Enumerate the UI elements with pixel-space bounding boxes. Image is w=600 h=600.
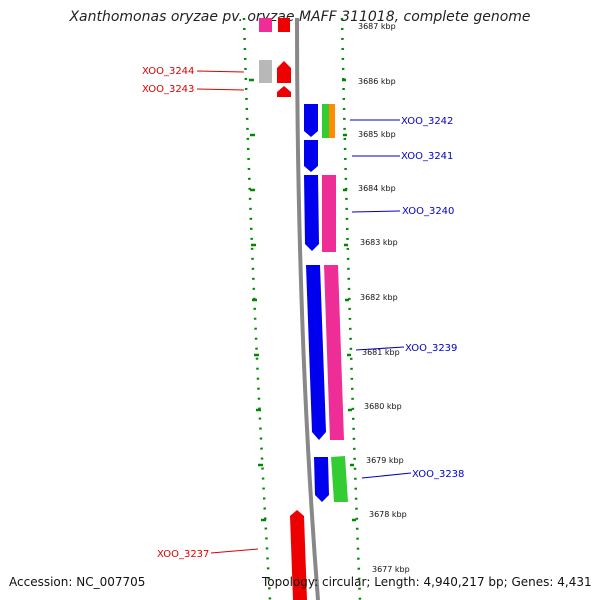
gene-label-xoo-3240[interactable]: XOO_3240 [402, 206, 454, 217]
map-title: Xanthomonas oryzae pv. oryzae MAFF 31101… [69, 9, 531, 25]
gene-xoo-3242-arrow [304, 104, 318, 137]
gene-label-xoo-3243[interactable]: XOO_3243 [142, 84, 194, 95]
leader-lines [196, 70, 412, 554]
scale-tick-3679: 3679 kbp [366, 456, 404, 465]
gene-xoo-3237-arrow [290, 510, 307, 600]
gene-xoo-3243-arrow-2 [277, 86, 291, 97]
scale-tick-3686: 3686 kbp [358, 77, 396, 86]
genome-backbone [295, 17, 320, 600]
scale-tick-3681: 3681 kbp [362, 348, 400, 357]
scale-tick-3677: 3677 kbp [372, 565, 410, 574]
scale-tick-3687: 3687 kbp [358, 22, 396, 31]
gene-feature-top-pink [259, 18, 272, 32]
scale-tick-3685: 3685 kbp [358, 130, 396, 139]
ring-tick-marks [249, 78, 356, 522]
gene-label-xoo-3244[interactable]: XOO_3244 [142, 66, 194, 77]
gene-label-xoo-3241[interactable]: XOO_3241 [401, 151, 453, 162]
gene-xoo-3242-green [322, 104, 329, 138]
scale-tick-3682: 3682 kbp [360, 293, 398, 302]
gene-xoo-3242-orange [329, 104, 335, 138]
scale-tick-3678: 3678 kbp [369, 510, 407, 519]
gene-xoo-3238-arrow [314, 457, 329, 502]
scale-tick-3683: 3683 kbp [360, 238, 398, 247]
outer-dotted-ring-right [340, 17, 362, 600]
gene-xoo-3244-box [259, 60, 272, 83]
gene-xoo-3240-arrow [304, 175, 319, 251]
gene-label-xoo-3239[interactable]: XOO_3239 [405, 343, 457, 354]
topology-text: Topology: circular; Length: 4,940,217 bp… [262, 575, 592, 589]
scale-tick-3684: 3684 kbp [358, 184, 396, 193]
gene-xoo-3239-pink [324, 265, 344, 440]
gene-label-xoo-3237[interactable]: XOO_3237 [157, 549, 209, 560]
gene-feature-top-red [278, 18, 290, 32]
gene-label-xoo-3238[interactable]: XOO_3238 [412, 469, 464, 480]
scale-tick-3680: 3680 kbp [364, 402, 402, 411]
outer-dotted-ring-left [242, 17, 272, 600]
gene-xoo-3239-arrow [306, 265, 326, 440]
accession-text: Accession: NC_007705 [9, 575, 146, 589]
gene-xoo-3238-green [331, 456, 348, 502]
gene-xoo-3240-pink [322, 175, 336, 252]
gene-label-xoo-3242[interactable]: XOO_3242 [401, 116, 453, 127]
gene-xoo-3241-arrow [304, 140, 318, 172]
gene-xoo-3243-arrow [277, 61, 291, 83]
